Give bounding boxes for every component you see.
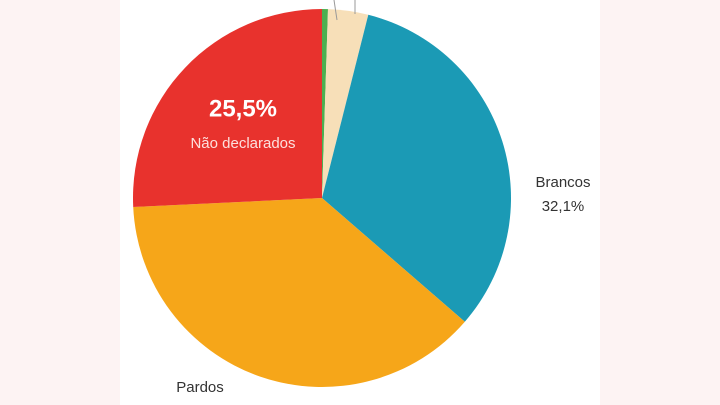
pie-slice [322, 9, 328, 198]
side-panel [0, 0, 120, 405]
value-label: 25,5% [209, 95, 277, 122]
slice-label: Pardos [176, 379, 224, 396]
side-panel [600, 0, 720, 405]
pie-slice [132, 9, 322, 207]
pie-slice [133, 198, 465, 387]
leader-line [333, 0, 338, 21]
slice-label: Brancos [535, 174, 590, 191]
pie [132, 9, 511, 387]
value-label: 32,1% [542, 198, 585, 215]
pie-slice [322, 14, 511, 322]
slice-label: Não declarados [190, 135, 295, 152]
pie-slice [322, 9, 369, 198]
